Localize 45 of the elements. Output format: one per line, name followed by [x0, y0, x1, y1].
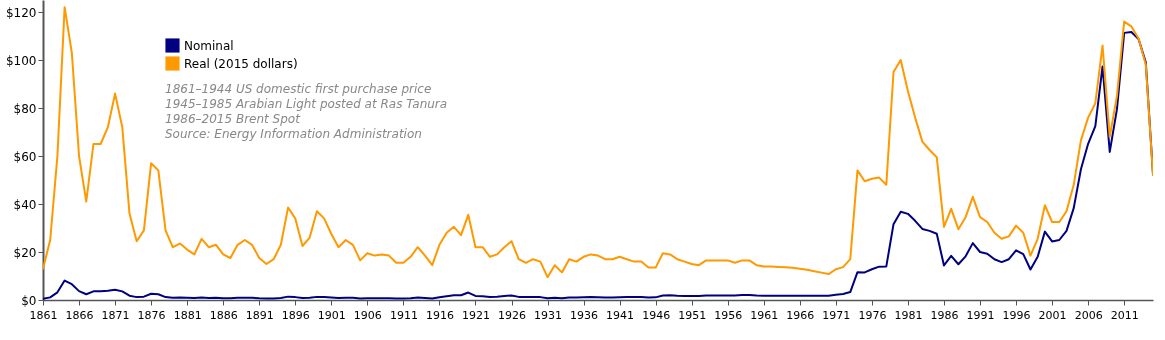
y-tick-label: $40 [13, 197, 37, 212]
x-tick-label: 1911 [389, 308, 418, 322]
x-tick-label: 1876 [137, 308, 166, 322]
x-tick-label: 1946 [642, 308, 671, 322]
x-tick-label: 1996 [1002, 308, 1031, 322]
annotation: 1986–2015 Brent Spot [165, 112, 302, 126]
x-tick-label: 2006 [1074, 308, 1103, 322]
x-tick-label: 1891 [245, 308, 274, 322]
annotation: 1945–1985 Arabian Light posted at Ras Tanura [165, 97, 448, 111]
y-tick-label: $120 [5, 5, 37, 20]
x-tick-label: 1941 [606, 308, 635, 322]
x-tick-label: 1861 [29, 308, 58, 322]
legend-label: Nominal [184, 38, 234, 53]
x-tick-label: 2001 [1038, 308, 1067, 322]
x-tick-label: 1881 [173, 308, 202, 322]
y-tick-label: $100 [5, 53, 37, 68]
legend-label: Real (2015 dollars) [184, 56, 298, 71]
y-tick-label: $20 [13, 245, 37, 260]
x-tick-label: 1916 [425, 308, 454, 322]
x-tick-label: 1871 [101, 308, 130, 322]
x-tick-label: 1901 [317, 308, 346, 322]
x-tick-label: 1976 [858, 308, 887, 322]
x-tick-label: 1926 [498, 308, 527, 322]
y-tick-label: $80 [13, 101, 37, 116]
annotation: Source: Energy Information Administration [165, 127, 422, 141]
x-tick-label: 1971 [822, 308, 851, 322]
x-tick-label: 1896 [281, 308, 310, 322]
x-tick-label: 1866 [65, 308, 94, 322]
x-tick-label: 1981 [894, 308, 923, 322]
x-tick-label: 1921 [461, 308, 490, 322]
y-tick-label: $0 [21, 293, 37, 308]
x-tick-label: 1936 [570, 308, 599, 322]
x-tick-label: 1956 [714, 308, 743, 322]
x-tick-label: 1966 [786, 308, 815, 322]
x-tick-label: 1986 [930, 308, 959, 322]
y-tick-label: $60 [13, 149, 37, 164]
annotation: 1861–1944 US domestic first purchase price [165, 82, 432, 96]
x-tick-label: 1991 [966, 308, 995, 322]
x-tick-label: 1886 [209, 308, 238, 322]
x-tick-label: 1931 [534, 308, 563, 322]
x-tick-label: 1961 [750, 308, 779, 322]
x-tick-label: 1951 [678, 308, 707, 322]
x-tick-label: 1906 [353, 308, 382, 322]
x-tick-label: 2011 [1110, 308, 1139, 322]
line-series [43, 6, 1153, 279]
